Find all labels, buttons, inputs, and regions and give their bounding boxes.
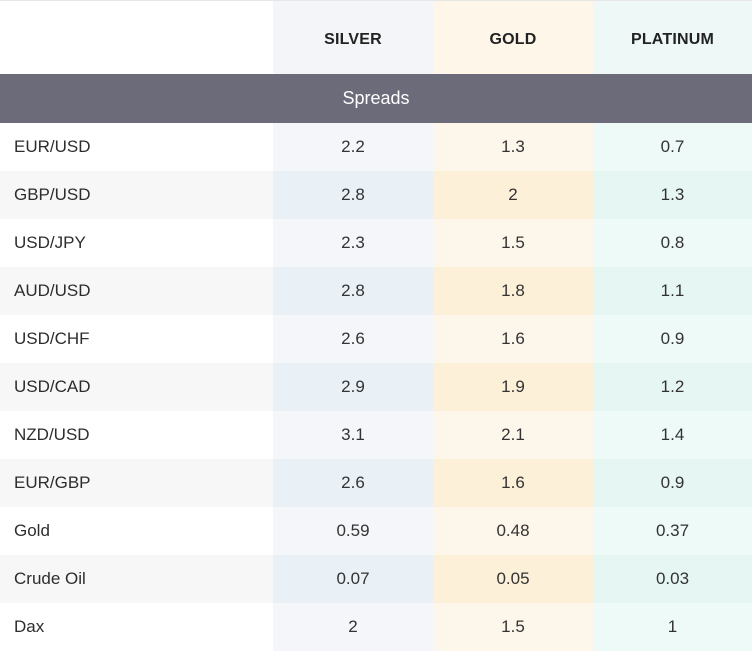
gold-spread: 1.6: [433, 315, 593, 363]
table-row: GBP/USD 2.8 2 1.3: [0, 171, 752, 219]
gold-spread: 0.48: [433, 507, 593, 555]
silver-spread: 2: [273, 603, 433, 651]
instrument-label: GBP/USD: [0, 171, 273, 219]
silver-spread: 0.59: [273, 507, 433, 555]
header-platinum: PLATINUM: [593, 1, 752, 74]
table-row: USD/JPY 2.3 1.5 0.8: [0, 219, 752, 267]
platinum-spread: 0.37: [593, 507, 752, 555]
header-silver: SILVER: [273, 1, 433, 74]
table-row: AUD/USD 2.8 1.8 1.1: [0, 267, 752, 315]
instrument-label: USD/CAD: [0, 363, 273, 411]
header-gold: GOLD: [433, 1, 593, 74]
instrument-label: Gold: [0, 507, 273, 555]
instrument-label: USD/CHF: [0, 315, 273, 363]
gold-spread: 2: [433, 171, 593, 219]
silver-spread: 2.9: [273, 363, 433, 411]
gold-spread: 2.1: [433, 411, 593, 459]
table-row: NZD/USD 3.1 2.1 1.4: [0, 411, 752, 459]
platinum-spread: 0.9: [593, 459, 752, 507]
platinum-spread: 1.3: [593, 171, 752, 219]
gold-spread: 1.8: [433, 267, 593, 315]
section-header-row: Spreads: [0, 74, 752, 123]
table-row: EUR/GBP 2.6 1.6 0.9: [0, 459, 752, 507]
instrument-label: EUR/GBP: [0, 459, 273, 507]
platinum-spread: 0.03: [593, 555, 752, 603]
gold-spread: 0.05: [433, 555, 593, 603]
silver-spread: 2.6: [273, 459, 433, 507]
gold-spread: 1.9: [433, 363, 593, 411]
gold-spread: 1.6: [433, 459, 593, 507]
silver-spread: 2.2: [273, 123, 433, 171]
section-title: Spreads: [342, 88, 410, 108]
silver-spread: 2.8: [273, 171, 433, 219]
table-header-row: SILVER GOLD PLATINUM: [0, 1, 752, 74]
platinum-spread: 1: [593, 603, 752, 651]
table-row: EUR/USD 2.2 1.3 0.7: [0, 123, 752, 171]
table-row: Crude Oil 0.07 0.05 0.03: [0, 555, 752, 603]
silver-spread: 2.6: [273, 315, 433, 363]
platinum-spread: 0.8: [593, 219, 752, 267]
instrument-label: USD/JPY: [0, 219, 273, 267]
table-row: USD/CAD 2.9 1.9 1.2: [0, 363, 752, 411]
table-row: Gold 0.59 0.48 0.37: [0, 507, 752, 555]
platinum-spread: 1.1: [593, 267, 752, 315]
gold-spread: 1.3: [433, 123, 593, 171]
gold-spread: 1.5: [433, 219, 593, 267]
header-instrument-cell: [0, 1, 273, 74]
instrument-label: AUD/USD: [0, 267, 273, 315]
silver-spread: 3.1: [273, 411, 433, 459]
silver-spread: 2.3: [273, 219, 433, 267]
instrument-label: Dax: [0, 603, 273, 651]
platinum-spread: 1.2: [593, 363, 752, 411]
instrument-label: NZD/USD: [0, 411, 273, 459]
platinum-spread: 1.4: [593, 411, 752, 459]
silver-spread: 0.07: [273, 555, 433, 603]
gold-spread: 1.5: [433, 603, 593, 651]
platinum-spread: 0.9: [593, 315, 752, 363]
silver-spread: 2.8: [273, 267, 433, 315]
table-row: Dax 2 1.5 1: [0, 603, 752, 651]
instrument-label: EUR/USD: [0, 123, 273, 171]
platinum-spread: 0.7: [593, 123, 752, 171]
instrument-label: Crude Oil: [0, 555, 273, 603]
table-row: USD/CHF 2.6 1.6 0.9: [0, 315, 752, 363]
